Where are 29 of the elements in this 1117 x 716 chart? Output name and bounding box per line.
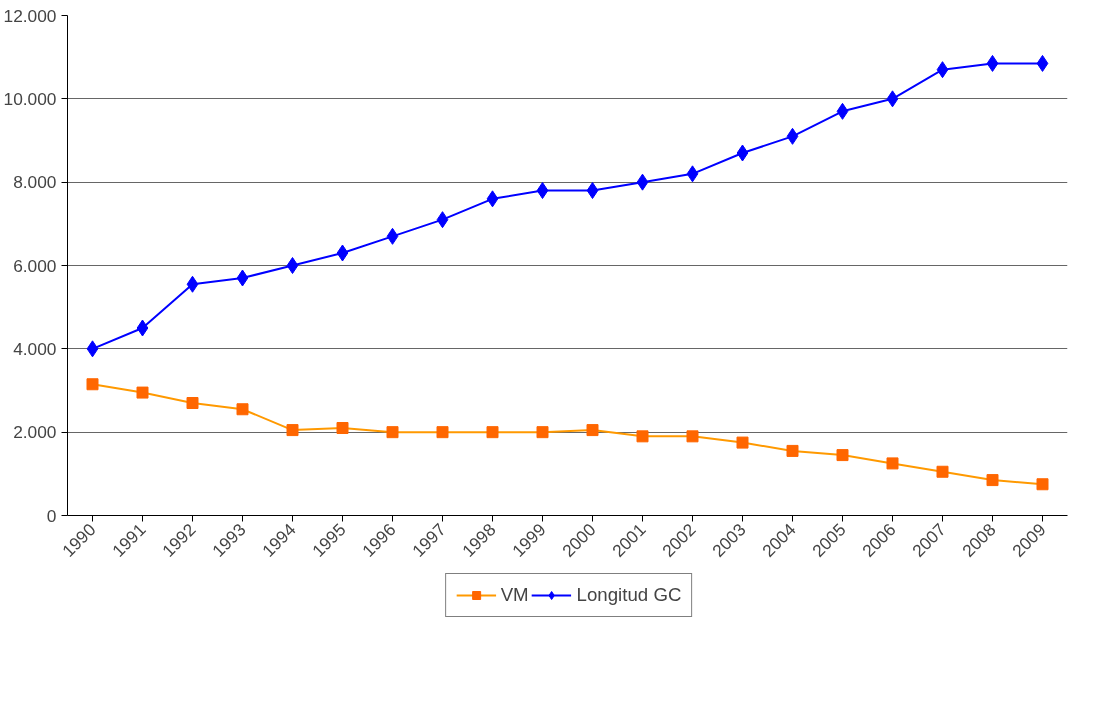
point — [836, 102, 849, 120]
point — [1036, 54, 1049, 72]
point — [286, 257, 299, 274]
point — [386, 227, 399, 245]
y-tick-label: 6.000 — [13, 255, 57, 276]
point — [736, 144, 749, 162]
legend-label: Longitud GC — [576, 584, 682, 606]
point — [486, 190, 499, 208]
y-tick-label: 10.000 — [3, 88, 57, 109]
point — [986, 54, 999, 72]
point — [936, 61, 949, 79]
point — [686, 165, 699, 183]
point — [536, 182, 549, 199]
point — [786, 127, 799, 145]
point — [336, 244, 349, 262]
y-tick-label: 4.000 — [13, 338, 57, 359]
y-tick-label: 12.000 — [3, 5, 57, 26]
point — [86, 340, 99, 358]
point — [186, 275, 199, 293]
y-tick-label: 8.000 — [13, 172, 57, 193]
y-tick-label: 2.000 — [13, 422, 57, 443]
point — [236, 269, 249, 287]
point — [636, 173, 649, 191]
point — [136, 319, 149, 337]
point — [586, 182, 599, 199]
point — [436, 211, 449, 229]
y-tick-label: 0 — [46, 505, 57, 526]
legend-label: VM — [500, 584, 529, 606]
point — [886, 90, 899, 108]
